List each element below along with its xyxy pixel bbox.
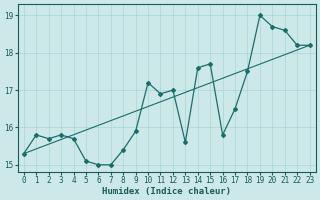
X-axis label: Humidex (Indice chaleur): Humidex (Indice chaleur) [102,187,231,196]
